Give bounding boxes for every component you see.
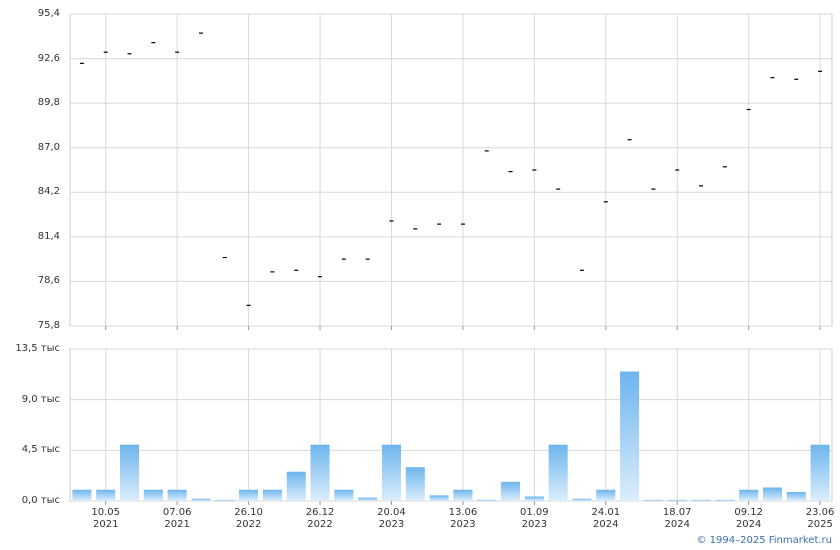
volume-bar	[810, 444, 830, 501]
volume-bar	[477, 499, 497, 501]
volume-bar	[596, 489, 616, 501]
volume-bar	[167, 489, 187, 501]
volume-bar	[786, 491, 806, 501]
footer: © 1994–2025 Finmarket.ru	[696, 535, 832, 546]
y-tick-label: 89,8	[37, 97, 60, 109]
x-tick-label: 13.06 2023	[448, 507, 478, 530]
volume-bar	[620, 371, 640, 501]
volume-bar	[310, 444, 330, 501]
volume-bar	[72, 489, 92, 501]
y-tick-label: 78,6	[37, 275, 60, 287]
y-tick-label: 75,8	[37, 320, 60, 331]
volume-bar	[501, 481, 521, 501]
y-tick-label: 13,5 тыс	[15, 343, 60, 354]
volume-bar	[691, 499, 711, 501]
volume-bar	[429, 495, 449, 501]
volume-bar	[548, 444, 568, 501]
x-tick-label: 01.09 2023	[520, 507, 549, 530]
volume-bar	[286, 471, 306, 501]
y-tick-label: 0,0 тыс	[21, 495, 60, 506]
x-tick-label: 23.06 2025	[805, 507, 835, 530]
volume-bar	[96, 489, 116, 501]
volume-bar	[239, 489, 259, 501]
y-tick-label: 4,5 тыс	[21, 444, 60, 456]
volume-bar	[381, 444, 401, 501]
x-tick-label: 20.04 2023	[377, 507, 406, 530]
x-tick-label: 09.12 2024	[734, 507, 763, 530]
volume-bar	[120, 444, 140, 501]
x-tick-label: 07.06 2021	[162, 507, 192, 530]
x-tick-label: 24.01 2024	[591, 507, 621, 530]
x-tick-label: 26.12 2022	[305, 507, 335, 530]
volume-bar	[262, 489, 282, 501]
plot-area	[69, 13, 833, 327]
y-tick-label: 87,0	[37, 141, 60, 153]
y-tick-label: 84,2	[37, 186, 60, 198]
volume-bar	[453, 489, 473, 501]
volume-bar	[405, 467, 425, 501]
y-tick-label: 9,0 тыс	[21, 393, 60, 405]
volume-bar	[715, 499, 735, 501]
volume-bar	[191, 498, 211, 501]
volume-bar	[572, 498, 592, 501]
volume-bar	[358, 497, 378, 501]
y-tick-label: 81,4	[37, 230, 60, 242]
plot-area	[69, 348, 833, 502]
x-tick-label: 10.05 2021	[91, 507, 121, 530]
y-tick-label: 95,4	[37, 8, 60, 19]
y-tick-label: 92,6	[37, 52, 60, 64]
volume-bar	[667, 499, 687, 501]
volume-bar	[215, 499, 235, 501]
x-tick-label: 26.10 2022	[234, 507, 263, 530]
volume-bar	[762, 487, 782, 501]
volume-bar	[739, 489, 759, 501]
volume-bar	[334, 489, 354, 501]
volume-bar	[643, 499, 663, 501]
volume-bar	[143, 489, 163, 501]
x-tick-label: 18.07 2024	[662, 507, 692, 530]
volume-bar	[524, 496, 544, 501]
